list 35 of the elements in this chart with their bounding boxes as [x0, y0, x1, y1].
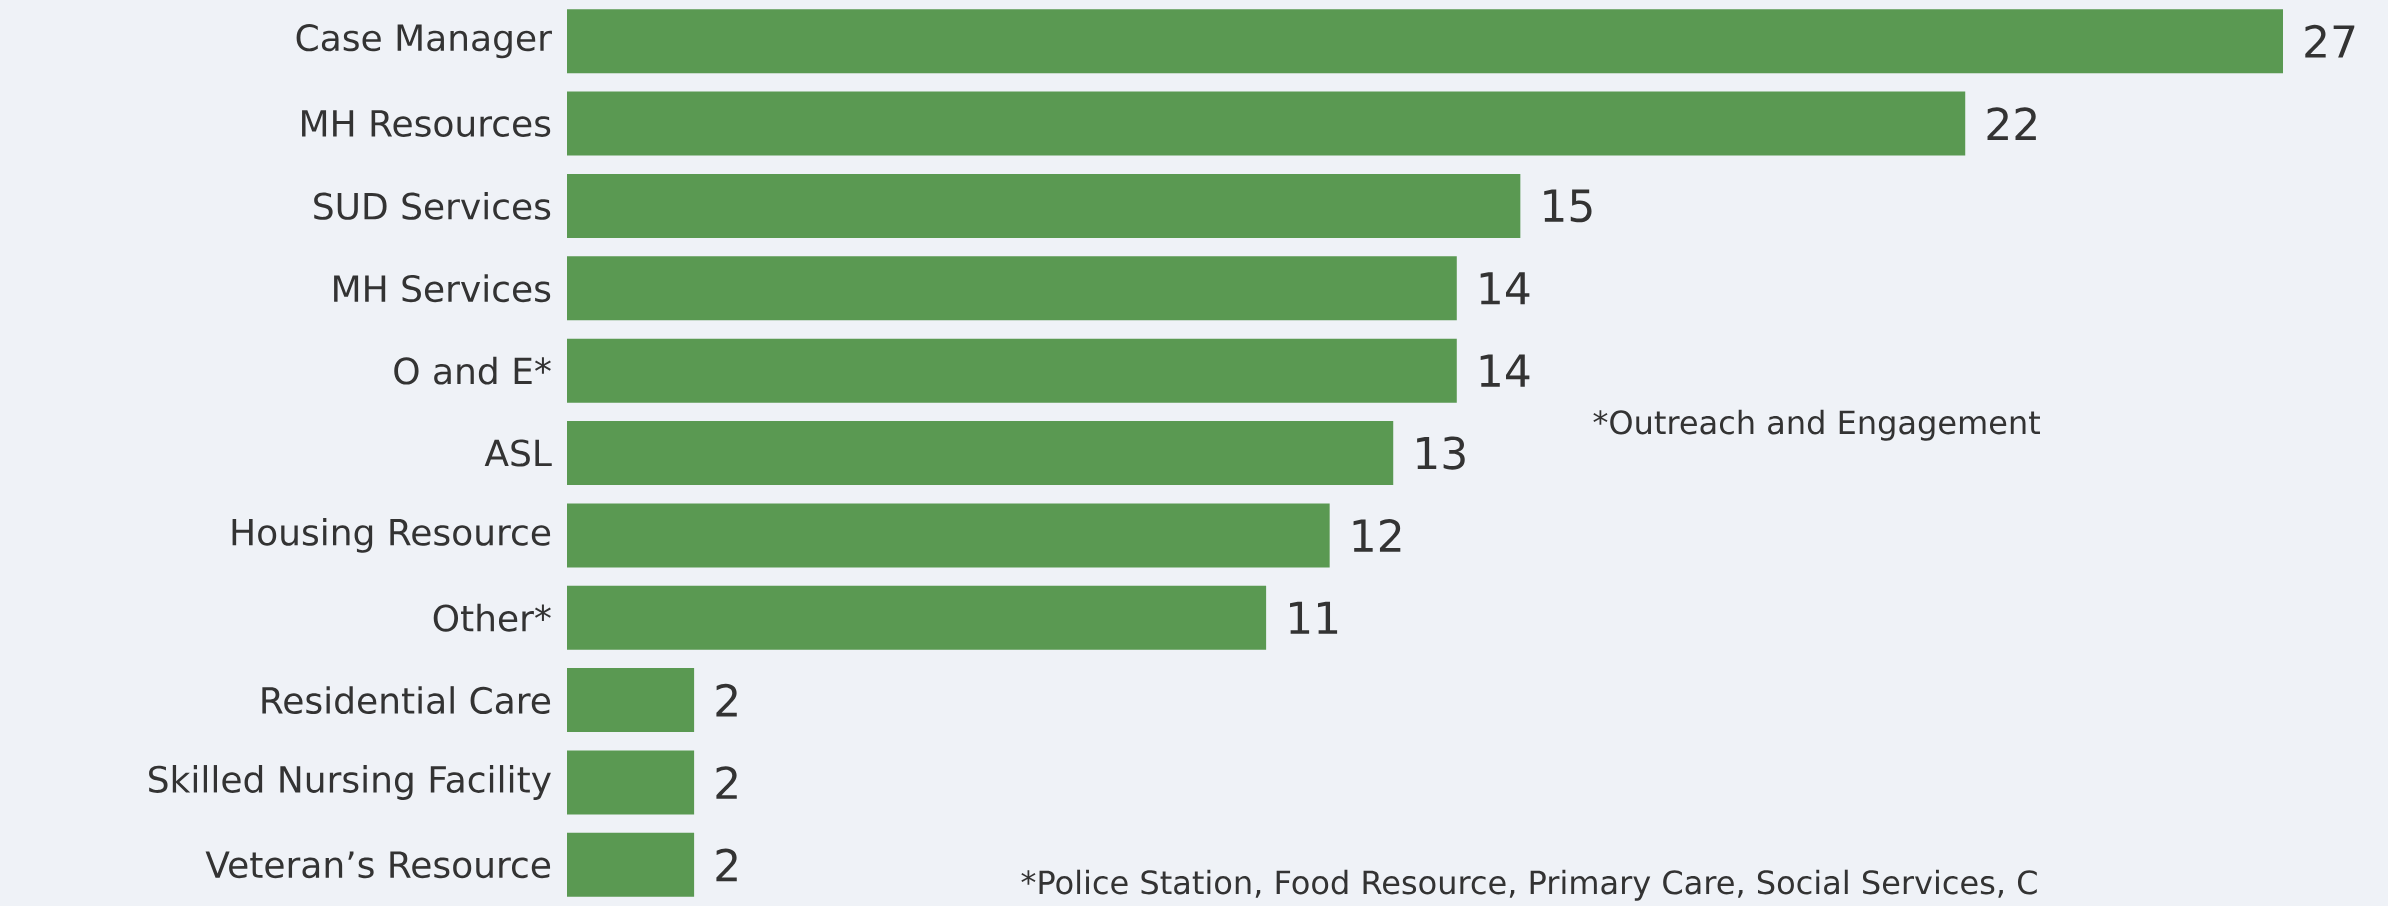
data-label: 11	[1290, 601, 1338, 634]
data-label: 2	[716, 683, 737, 717]
bar	[567, 503, 1330, 568]
y-tick-label: Housing Resource	[232, 517, 551, 553]
data-label: 14	[1480, 354, 1530, 387]
data-label: 27	[2305, 24, 2355, 58]
y-tick-label: MH Services	[334, 274, 551, 303]
annotation: *Police Station, Food Resource, Primary Care, Social Services, C	[1021, 869, 2037, 901]
y-tick-label: Residential Care	[262, 686, 551, 715]
y-tick-label: Veteran’s Resource	[205, 851, 551, 879]
data-label: 12	[1353, 519, 1401, 552]
bar	[567, 91, 1966, 156]
bar	[567, 421, 1394, 486]
bar	[567, 750, 695, 815]
annotation: *Outreach and Engagement	[1593, 409, 2040, 441]
y-tick-label: ASL	[484, 439, 552, 467]
y-tick-label: Skilled Nursing Facility	[149, 765, 551, 800]
data-label: 22	[1987, 107, 2036, 140]
data-label: 2	[716, 766, 737, 799]
y-tick-label: Case Manager	[296, 24, 552, 59]
bar	[567, 585, 1267, 650]
y-tick-label: MH Resources	[302, 110, 551, 137]
data-label: 15	[1544, 189, 1592, 223]
data-label: 13	[1417, 436, 1465, 470]
bar	[567, 256, 1457, 321]
bar	[567, 338, 1457, 403]
bar	[567, 9, 2284, 74]
bar	[567, 832, 695, 897]
y-tick-label: Other*	[433, 603, 551, 632]
data-label: 14	[1480, 272, 1530, 305]
y-tick-label: SUD Services	[314, 192, 551, 220]
y-tick-label: O and E*	[394, 356, 551, 385]
bar	[567, 173, 1521, 238]
data-label: 2	[716, 848, 737, 882]
bar	[567, 668, 695, 733]
